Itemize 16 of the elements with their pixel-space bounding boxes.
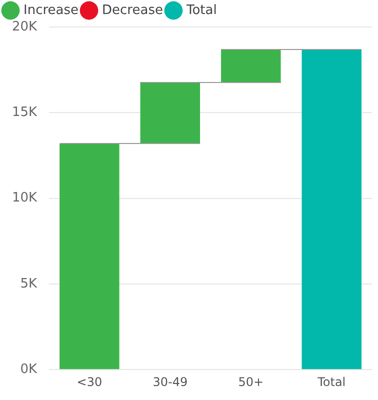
y-tick-label: 10K bbox=[12, 190, 38, 206]
x-tick-label: 30-49 bbox=[152, 374, 188, 389]
x-tick-label: Total bbox=[316, 374, 346, 389]
x-tick-label: 50+ bbox=[238, 374, 264, 389]
x-tick-label: <30 bbox=[76, 374, 102, 389]
y-tick-label: 15K bbox=[12, 105, 38, 120]
y-tick-label: 0K bbox=[20, 362, 38, 377]
bar bbox=[302, 49, 362, 370]
y-tick-label: 20K bbox=[12, 19, 38, 34]
y-tick-label: 5K bbox=[20, 276, 38, 292]
legend-label: Increase bbox=[24, 2, 79, 18]
bar bbox=[221, 49, 281, 83]
legend-label: Decrease bbox=[102, 2, 163, 18]
bar bbox=[140, 82, 200, 144]
bar bbox=[60, 143, 120, 370]
legend-label: Total bbox=[185, 2, 217, 18]
